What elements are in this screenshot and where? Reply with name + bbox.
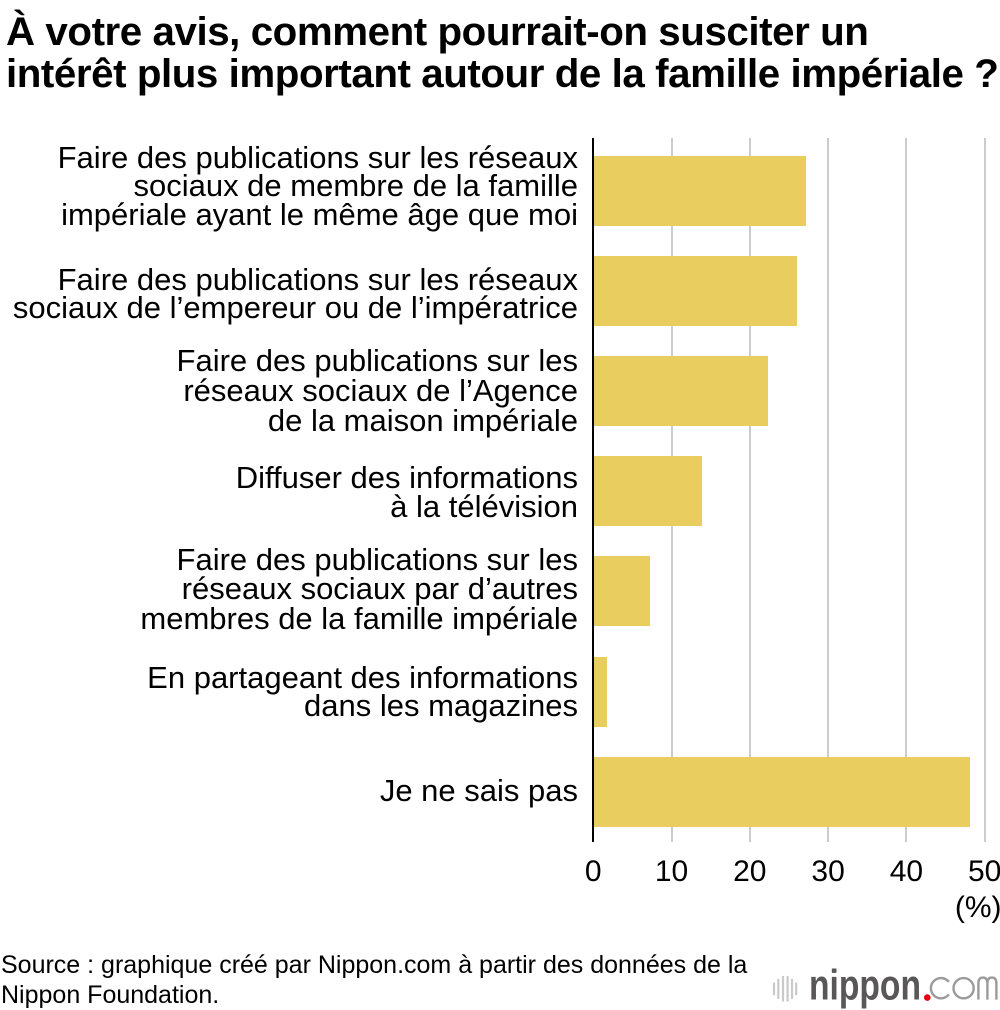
svg-text:nippon: nippon (809, 962, 921, 1010)
